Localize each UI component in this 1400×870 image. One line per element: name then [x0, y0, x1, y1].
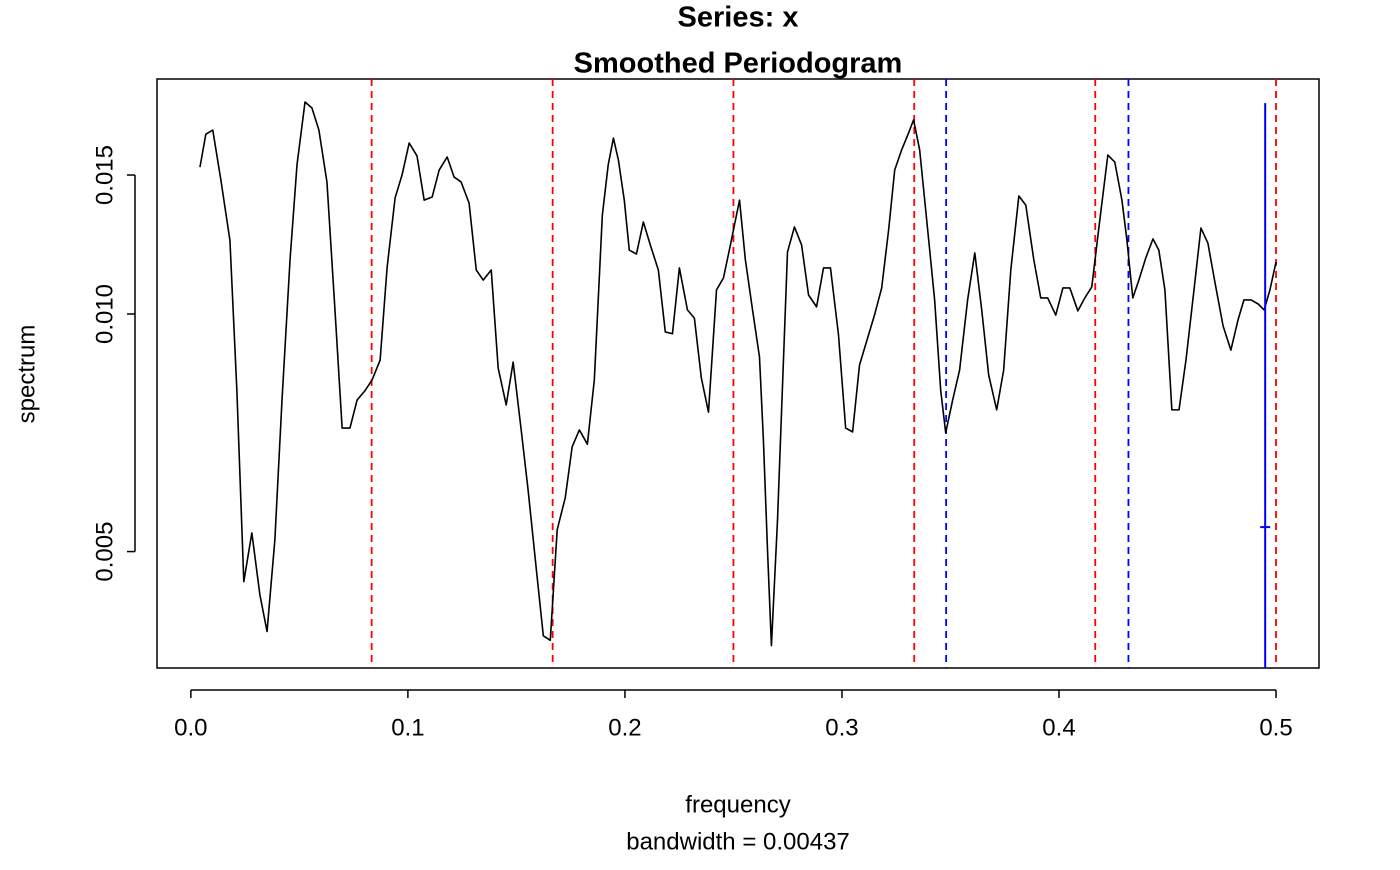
y-axis-label: spectrum [13, 325, 40, 424]
y-tick-label: 0.010 [91, 284, 118, 344]
chart-title: Series: x [678, 2, 799, 34]
x-axis-label: frequency [685, 791, 790, 818]
y-tick-label: 0.015 [91, 145, 118, 205]
spectrum-line [199, 101, 1277, 647]
chart-subtitle: Smoothed Periodogram [574, 48, 903, 80]
x-tick-label: 0.0 [174, 714, 207, 741]
y-tick-label: 0.005 [91, 522, 118, 582]
x-tick-label: 0.1 [391, 714, 424, 741]
x-tick-label: 0.5 [1259, 714, 1292, 741]
x-tick-label: 0.4 [1042, 714, 1075, 741]
x-tick-label: 0.3 [825, 714, 858, 741]
plot-box [156, 78, 1320, 669]
plot-area [199, 79, 1277, 668]
x-tick-label: 0.2 [608, 714, 641, 741]
bandwidth-note: bandwidth = 0.00437 [626, 828, 850, 855]
